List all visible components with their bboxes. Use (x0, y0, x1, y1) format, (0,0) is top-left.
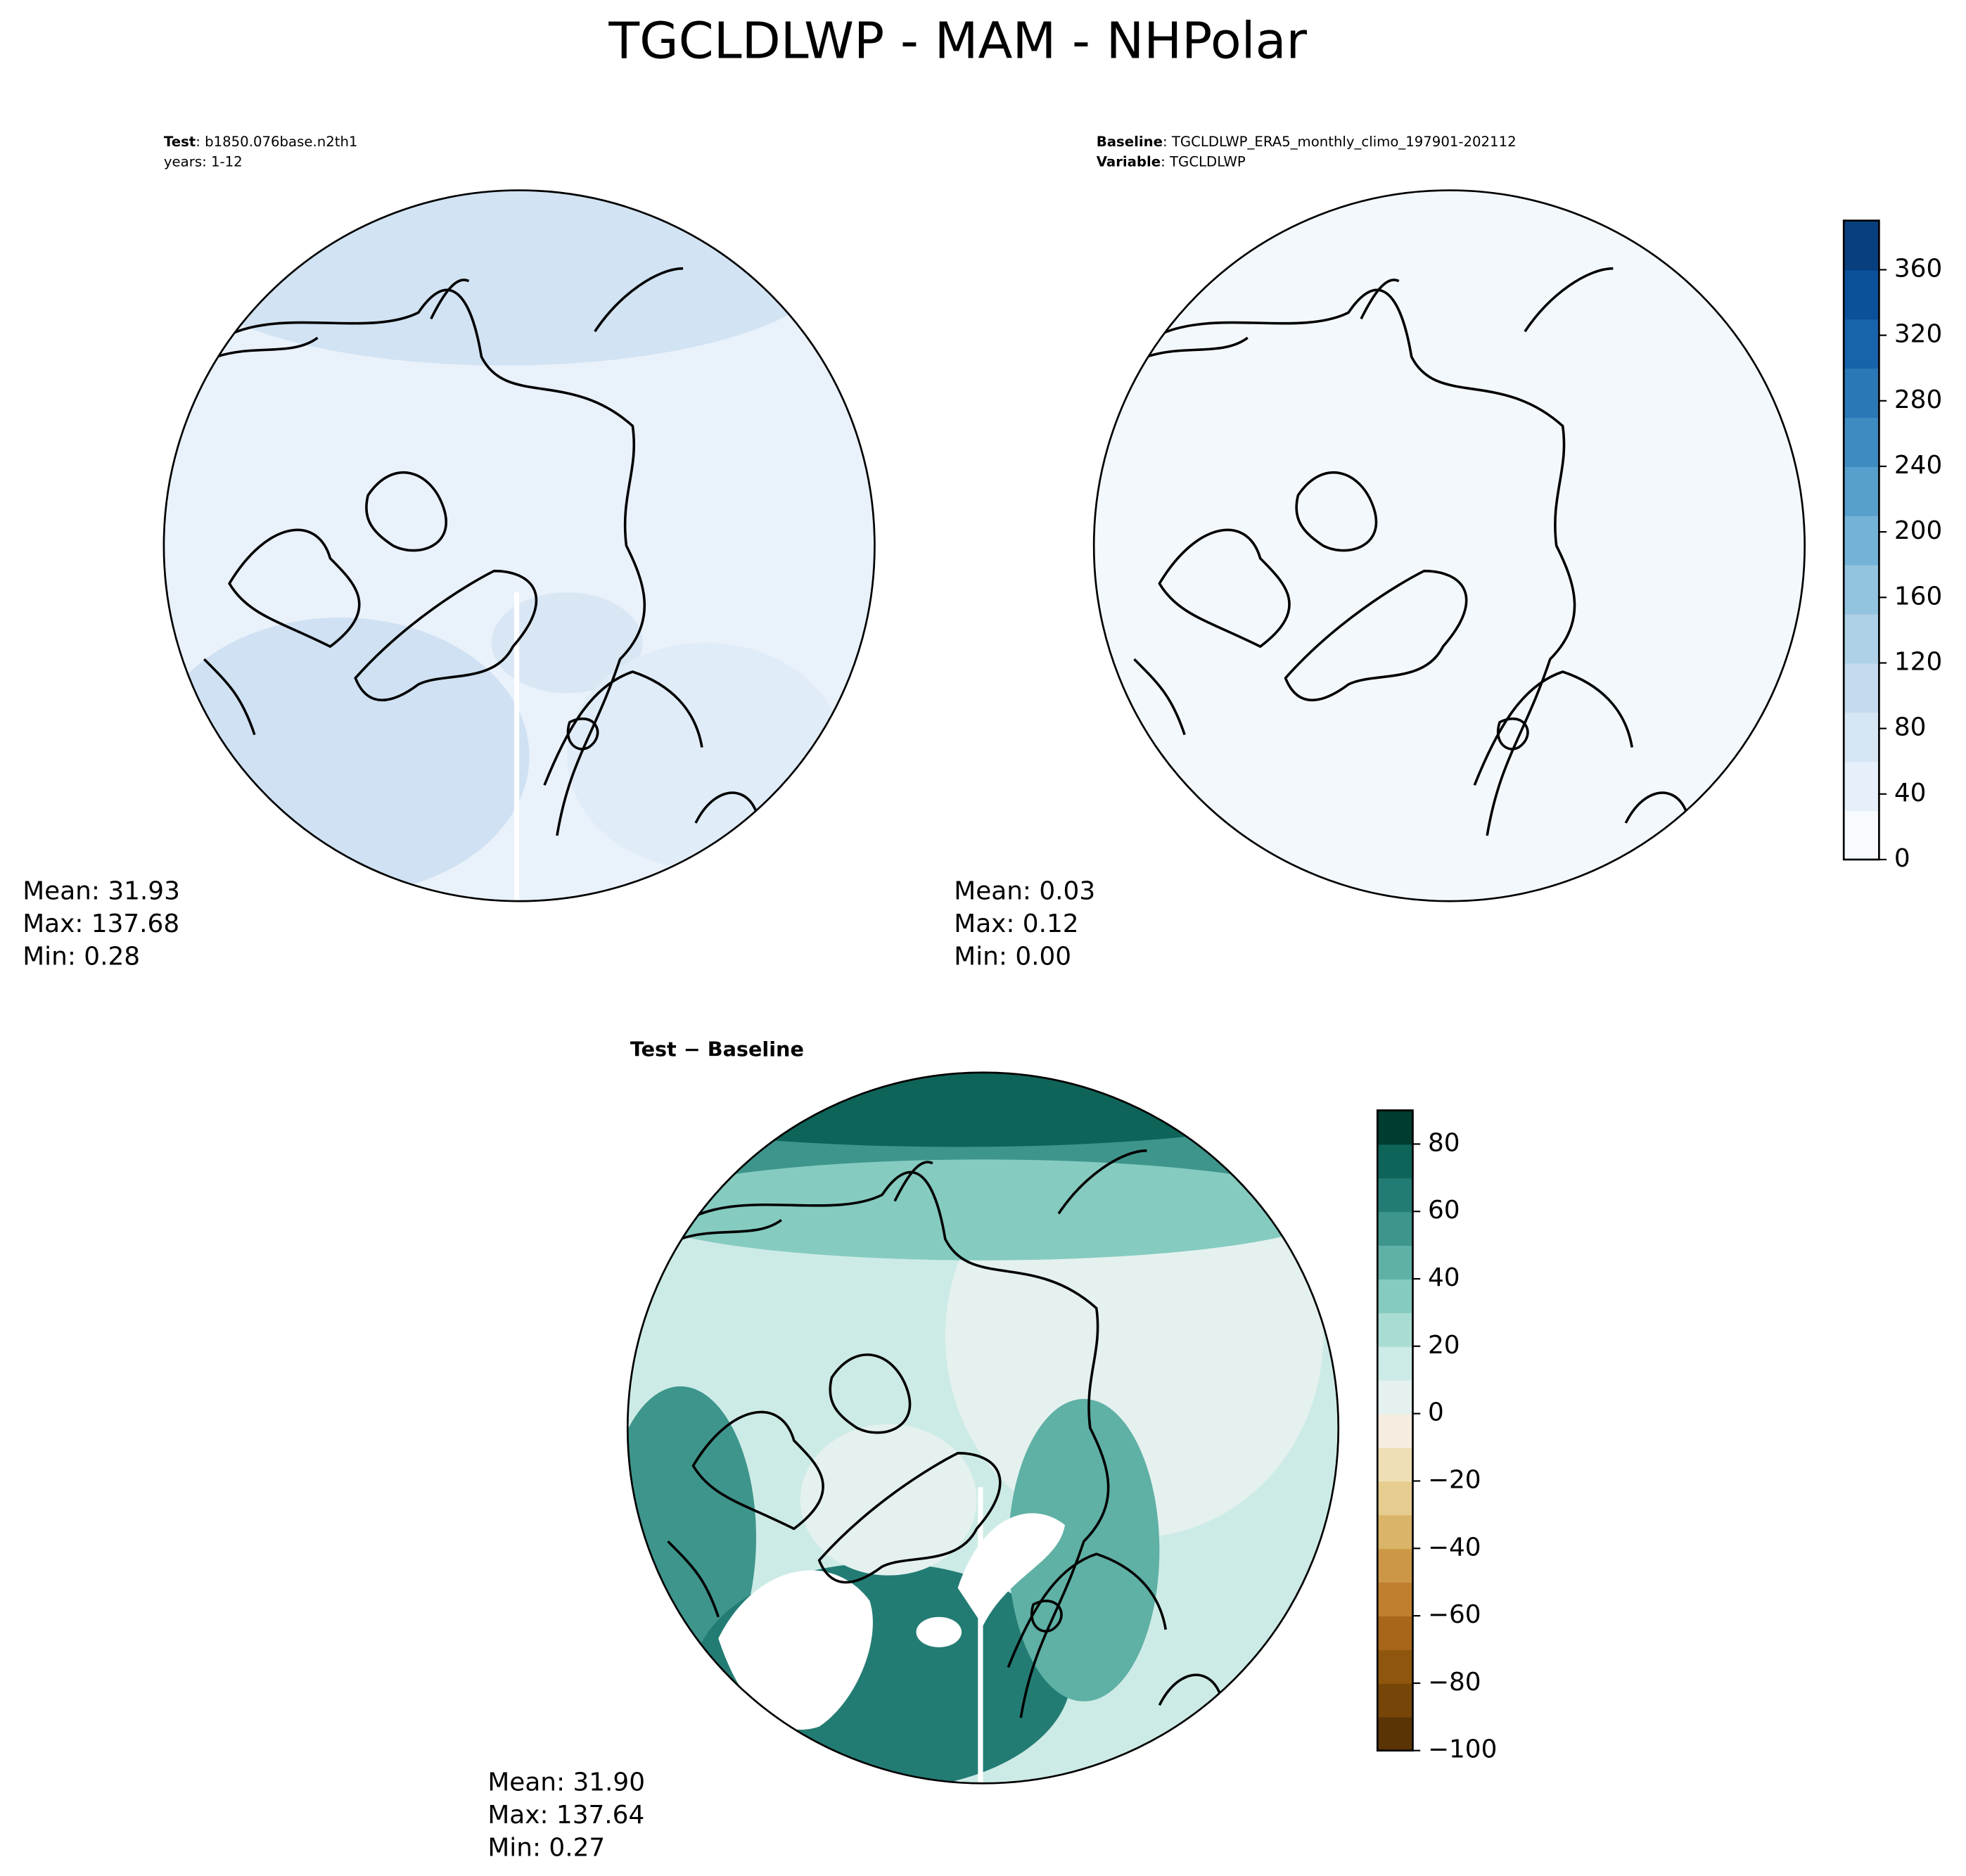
panel-label: Test − Baseline (630, 1037, 804, 1061)
colorbar-band (1844, 466, 1879, 516)
figure-title: TGCLDLWP - MAM - NHPolar (608, 11, 1307, 70)
colorbar-band (1844, 269, 1879, 320)
colorbar-band (1377, 1312, 1413, 1347)
colorbar-tick-label: 120 (1894, 647, 1942, 676)
colorbar-outline (1376, 1109, 1414, 1752)
colorbar-band (1377, 1447, 1413, 1482)
colorbar-band (1377, 1582, 1413, 1616)
stat-text: Mean: 31.90 (487, 1768, 645, 1797)
colorbar-tick-label: 0 (1894, 844, 1910, 873)
colorbar-tick-label: 80 (1894, 713, 1927, 742)
colorbar-band (1844, 220, 1879, 271)
colorbar-band (1377, 1245, 1413, 1280)
label-key: Test (164, 134, 196, 150)
panel-sublabel: years: 1-12 (164, 154, 243, 170)
colorbar-band (1377, 1413, 1413, 1448)
colorbar-band (1844, 515, 1879, 566)
colorbar-tick-label: 280 (1894, 385, 1942, 414)
stat-text: Mean: 0.03 (954, 877, 1095, 906)
colorbar-tick-label: 40 (1428, 1263, 1460, 1292)
colorbar-band (1377, 1379, 1413, 1415)
label-text: : TGCLDLWP_ERA5_monthly_climo_197901-202… (1163, 134, 1517, 150)
label-text: : TGCLDLWP (1161, 154, 1246, 170)
colorbar-tick-label: 240 (1894, 451, 1942, 480)
colorbar-band (1377, 1649, 1413, 1684)
colorbar-tick-label: −40 (1428, 1533, 1481, 1562)
colorbar-band (1377, 1178, 1413, 1213)
stat-text: Max: 137.68 (23, 910, 179, 938)
stats: Mean: 31.93 Max: 137.68 Min: 0.28 Mean: 0.0… (23, 877, 1095, 1863)
stat-text: Min: 0.28 (23, 943, 140, 971)
stat-text: Mean: 31.93 (23, 877, 180, 906)
colorbar-tick-label: 0 (1428, 1398, 1444, 1427)
stat-text: Max: 137.64 (487, 1801, 644, 1830)
colorbar-band (1377, 1514, 1413, 1550)
label-text: : b1850.076base.n2th1 (196, 134, 357, 150)
colorbar-band (1844, 810, 1879, 860)
colorbar-band (1844, 564, 1879, 615)
colorbar-tick-label: 160 (1894, 582, 1942, 611)
label-key: Variable (1097, 154, 1161, 170)
colorbar-tick-label: −80 (1428, 1668, 1481, 1697)
panel-label: Baseline: TGCLDLWP_ERA5_monthly_climo_19… (1097, 134, 1517, 150)
map (163, 190, 875, 902)
colorbar-band (1377, 1683, 1413, 1718)
colorbar-band (1844, 712, 1879, 762)
colorbar-tick-label: 80 (1428, 1128, 1460, 1157)
stat-text: Max: 0.12 (954, 910, 1078, 938)
colorbars: 04080120160200240280320360−100−80−60−40−… (1376, 219, 1942, 1764)
colorbar-tick-label: 200 (1894, 516, 1942, 545)
stat-text: Min: 0.00 (954, 943, 1071, 971)
label-key: Baseline (1097, 134, 1163, 150)
colorbar-band (1377, 1548, 1413, 1583)
colorbar-tick-label: 320 (1894, 320, 1942, 349)
colorbar-band (1844, 613, 1879, 664)
colorbar-tick-label: 40 (1894, 779, 1927, 808)
colorbar-tick-label: −60 (1428, 1600, 1481, 1629)
colorbar-band (1844, 417, 1879, 467)
colorbar-band (1377, 1481, 1413, 1516)
map-border (1092, 189, 1806, 902)
colorbar-band (1377, 1716, 1413, 1751)
stat-text: Min: 0.27 (487, 1833, 605, 1862)
panel-label: Test: b1850.076base.n2th1 (164, 134, 358, 150)
colorbar-tick-label: 20 (1428, 1331, 1460, 1360)
colorbar-band (1377, 1110, 1413, 1145)
colorbar-band (1844, 761, 1879, 811)
colorbar-band (1377, 1346, 1413, 1381)
colorbar-band (1844, 663, 1879, 713)
map (627, 1072, 1339, 1784)
colorbar-tick-label: 360 (1894, 254, 1942, 283)
map (1094, 190, 1805, 902)
colorbar-band (1377, 1211, 1413, 1246)
colorbar-outline (1842, 219, 1880, 861)
map-border (626, 1071, 1340, 1785)
panel-sublabel: Variable: TGCLDLWP (1097, 154, 1246, 170)
colorbar-band (1844, 368, 1879, 418)
colorbar-tick-label: −20 (1428, 1465, 1481, 1494)
colorbar-band (1377, 1279, 1413, 1313)
colorbar-band (1844, 319, 1879, 369)
colorbar-tick-label: −100 (1428, 1735, 1497, 1764)
colorbar-tick-label: 60 (1428, 1196, 1460, 1225)
colorbar-band (1377, 1616, 1413, 1650)
map-border (162, 189, 876, 902)
colorbar-band (1377, 1144, 1413, 1179)
